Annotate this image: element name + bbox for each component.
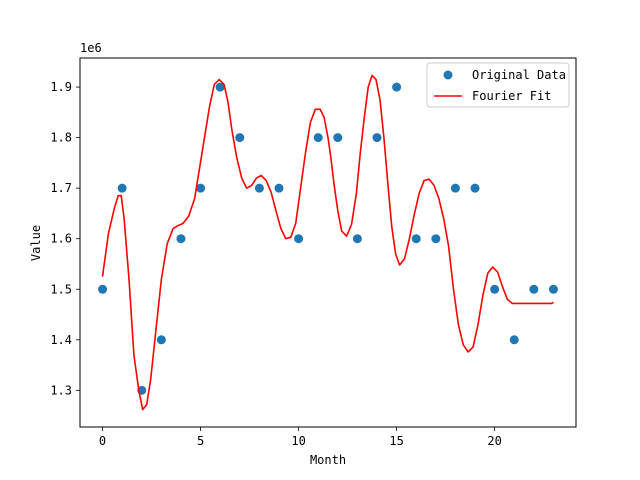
- legend: Original Data Fourier Fit: [426, 62, 570, 108]
- data-point: [411, 234, 421, 244]
- data-point: [333, 133, 343, 143]
- legend-box: [426, 62, 570, 108]
- y-axis-offset-label: 1e6: [80, 41, 102, 55]
- series-layer: [98, 74, 558, 411]
- y-axis-label: Value: [29, 225, 43, 261]
- data-point: [235, 133, 245, 143]
- data-point: [352, 234, 362, 244]
- x-axis-ticks: 0 5 10 15 20: [99, 427, 502, 448]
- x-tick-label: 15: [389, 434, 403, 448]
- data-point: [313, 133, 323, 143]
- legend-marker-original-data: [443, 70, 453, 80]
- data-point: [450, 183, 460, 193]
- fourier-fit-line: [101, 74, 554, 411]
- y-tick-label: 1.9: [50, 80, 72, 94]
- data-point: [294, 234, 304, 244]
- y-tick-label: 1.6: [50, 232, 72, 246]
- axes-frame: [79, 57, 577, 428]
- data-point: [98, 284, 108, 294]
- y-axis-ticks: 1.3 1.4 1.5 1.6 1.7 1.8 1.9: [50, 80, 80, 397]
- x-tick-label: 0: [99, 434, 106, 448]
- y-tick-label: 1.8: [50, 131, 72, 145]
- legend-label-original-data: Original Data: [472, 68, 566, 82]
- data-point: [529, 284, 539, 294]
- data-point: [176, 234, 186, 244]
- y-tick-label: 1.4: [50, 333, 72, 347]
- data-point: [509, 335, 519, 345]
- legend-label-fourier-fit: Fourier Fit: [472, 89, 551, 103]
- y-tick-label: 1.3: [50, 383, 72, 397]
- x-axis-label: Month: [310, 453, 346, 467]
- data-point: [196, 183, 206, 193]
- plot-area: [98, 74, 558, 411]
- y-tick-label: 1.5: [50, 282, 72, 296]
- data-point: [470, 183, 480, 193]
- data-point: [254, 183, 264, 193]
- data-point: [215, 82, 225, 92]
- data-point: [490, 284, 500, 294]
- data-point: [548, 284, 558, 294]
- data-point: [117, 183, 127, 193]
- x-tick-label: 10: [291, 434, 305, 448]
- data-point: [274, 183, 284, 193]
- y-tick-label: 1.7: [50, 181, 72, 195]
- data-point: [431, 234, 441, 244]
- data-point: [156, 335, 166, 345]
- x-tick-label: 5: [197, 434, 204, 448]
- data-point: [372, 133, 382, 143]
- x-tick-label: 20: [487, 434, 501, 448]
- data-point: [392, 82, 402, 92]
